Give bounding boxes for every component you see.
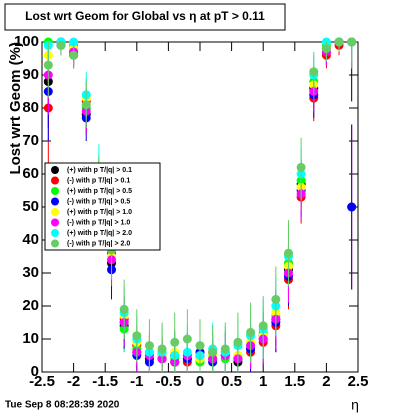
point [246,327,256,337]
point [43,60,53,70]
y-tick-label: 20 [22,297,39,314]
point [334,37,344,47]
x-tick-label: 0 [196,373,204,390]
legend-marker [51,208,59,216]
data-points [43,37,357,372]
x-tick-label: 1.5 [284,373,305,390]
point [309,67,319,77]
x-tick-label: 0.5 [221,373,242,390]
point [321,44,331,54]
point [144,341,154,351]
legend-marker [51,187,59,195]
x-tick-label: 1 [259,373,267,390]
point [119,304,129,314]
point [347,37,357,47]
y-tick-label: 10 [22,330,39,347]
y-tick-label: 60 [22,165,39,182]
x-tick-label: 2.5 [348,373,369,390]
legend-label: (+) with p T/|q| > 2.0 [67,230,132,237]
y-tick-label: 70 [22,132,39,149]
point [195,341,205,351]
legend-marker [51,218,59,227]
y-tick-label: 90 [22,66,39,83]
legend-marker [51,197,59,206]
legend-label: (-) with p T/|q| > 2.0 [67,240,130,247]
legend-label: (-) with p T/|q| > 0.1 [67,177,130,184]
legend-label: (-) with p T/|q| > 0.5 [67,198,130,205]
legend-label: (+) with p T/|q| > 1.0 [67,209,132,216]
point [233,337,243,347]
point [220,344,230,354]
legend: (+) with p T/|q| > 0.1 (-) with p T/|q| >… [44,162,161,251]
chart-title: Lost wrt Geom for Global vs η at pT > 0.… [25,9,265,23]
point [182,334,192,344]
y-tick-label: 100 [14,33,39,50]
x-tick-label: -1 [130,373,143,390]
point [258,321,268,331]
legend-box [44,162,161,251]
y-tick-label: 80 [22,99,39,116]
point [283,248,293,258]
legend-marker [51,166,59,174]
legend-marker [51,176,59,185]
point [208,347,218,357]
footer-date: Tue Sep 8 08:28:39 2020 [5,400,120,411]
x-tick-label: -2.5 [29,373,55,390]
x-axis-label: η [351,397,359,413]
point [157,344,167,354]
legend-label: (-) with p T/|q| > 1.0 [67,219,130,226]
x-tick-label: -2 [67,373,80,390]
y-tick-label: 0 [31,363,39,380]
point [81,100,91,110]
point [271,294,281,304]
legend-marker [51,239,59,248]
legend-marker [51,229,59,237]
y-tick-label: 30 [22,264,39,281]
y-tick-label: 40 [22,231,39,248]
x-tick-label: 2 [322,373,330,390]
point [170,337,180,347]
point [347,202,357,212]
point [296,162,306,172]
point [69,50,79,60]
x-tick-label: -1.5 [92,373,118,390]
legend-label: (+) with p T/|q| > 0.5 [67,188,132,195]
point [56,40,66,50]
title-box [4,3,286,31]
y-axis-label: Lost wrt Geom (%) [7,42,24,175]
y-tick-label: 50 [22,198,39,215]
point [132,331,142,341]
legend-label: (+) with p T/|q| > 0.1 [67,167,132,174]
x-tick-label: -0.5 [155,373,181,390]
